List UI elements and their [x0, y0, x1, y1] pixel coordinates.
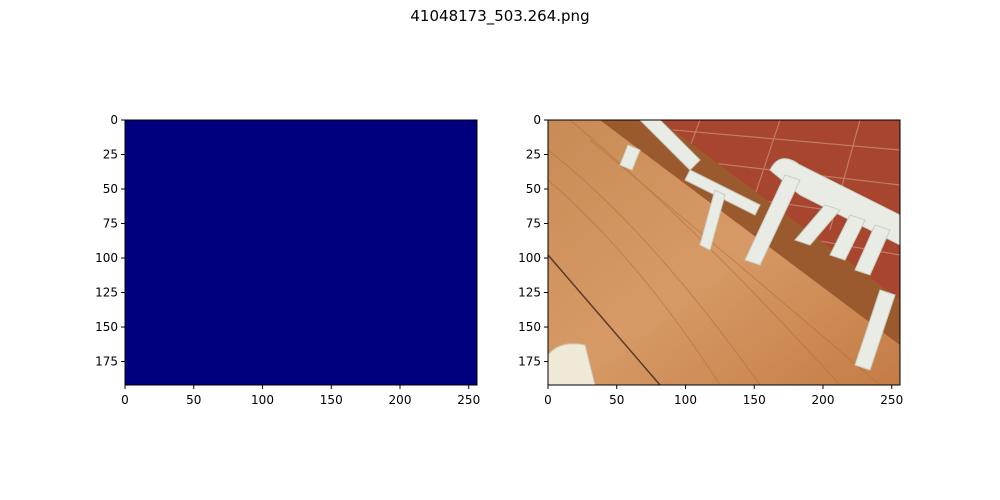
right-y-tick-label: 0 [533, 113, 541, 127]
right-x-tick-label: 200 [812, 393, 835, 407]
left-y-tick-label: 100 [95, 251, 118, 265]
left-y-tick-label: 75 [103, 217, 118, 231]
right-x-tick-label: 150 [743, 393, 766, 407]
left-y-tick-label: 175 [95, 355, 118, 369]
left-x-tick-label: 150 [320, 393, 343, 407]
left-y-tick-label: 25 [103, 148, 118, 162]
left-x-tick-label: 100 [251, 393, 274, 407]
right-y-tick-label: 75 [526, 217, 541, 231]
right-y-tick-label: 175 [518, 355, 541, 369]
left-y-tick-label: 50 [103, 182, 118, 196]
figure-title: 41048173_503.264.png [410, 7, 590, 25]
photo-image [548, 120, 900, 385]
right-y-tick-label: 25 [526, 148, 541, 162]
mask-image [125, 120, 477, 385]
right-x-tick-label: 100 [674, 393, 697, 407]
left-y-tick-label: 125 [95, 286, 118, 300]
left-y-tick-label: 150 [95, 320, 118, 334]
left-x-tick-label: 250 [457, 393, 480, 407]
right-x-tick-label: 50 [609, 393, 624, 407]
left-y-tick-label: 0 [110, 113, 118, 127]
right-x-tick-label: 0 [544, 393, 552, 407]
right-x-tick-label: 250 [880, 393, 903, 407]
right-y-tick-label: 100 [518, 251, 541, 265]
left-x-tick-label: 200 [389, 393, 412, 407]
left-x-tick-label: 0 [121, 393, 129, 407]
left-x-tick-label: 50 [186, 393, 201, 407]
right-y-tick-label: 150 [518, 320, 541, 334]
right-y-tick-label: 50 [526, 182, 541, 196]
right-y-tick-label: 125 [518, 286, 541, 300]
